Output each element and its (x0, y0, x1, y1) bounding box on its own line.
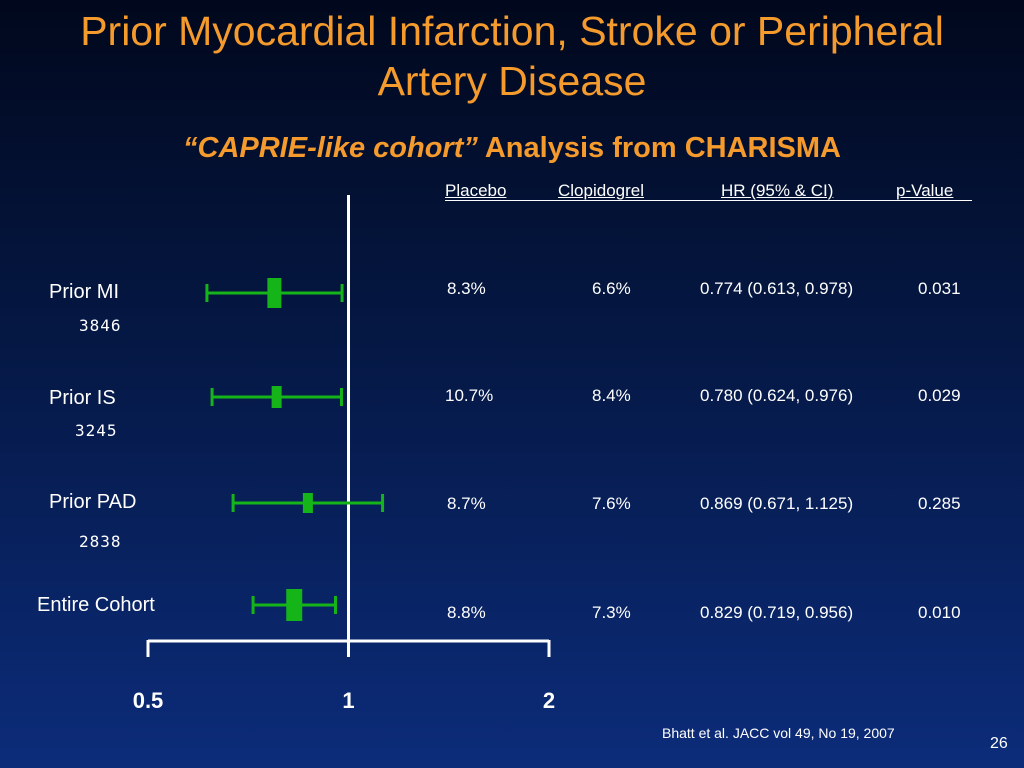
cell-prior-is-p: 0.029 (918, 386, 961, 405)
cell-prior-mi-placebo: 8.3% (447, 279, 486, 298)
hr-marker-entire-cohort (286, 589, 303, 621)
x-tick-label-1: 1 (342, 688, 355, 713)
hr-marker-prior-is (271, 386, 282, 408)
column-header-p-value: p-Value (896, 181, 954, 200)
cell-entire-cohort-placebo: 8.8% (447, 603, 486, 622)
cell-prior-pad-p: 0.285 (918, 494, 961, 513)
title-line-1: Prior Myocardial Infarction, Stroke or P… (80, 8, 944, 54)
cell-prior-is-placebo: 10.7% (445, 386, 494, 405)
page-number: 26 (990, 735, 1008, 752)
column-header-underline (445, 200, 972, 201)
subtitle-italic: “CAPRIE-like cohort” (183, 132, 478, 164)
row-n-prior-pad: 2838 (79, 532, 122, 551)
cell-prior-pad-clopidogrel: 7.6% (592, 494, 631, 513)
cell-entire-cohort-p: 0.010 (918, 603, 961, 622)
row-label-prior-mi: Prior MI (49, 281, 119, 303)
row-label-prior-is: Prior IS (49, 387, 116, 409)
cell-prior-is-clopidogrel: 8.4% (592, 386, 631, 405)
column-header-placebo: Placebo (445, 181, 507, 200)
column-header-clopidogrel: Clopidogrel (558, 181, 644, 200)
row-n-prior-mi: 3846 (79, 316, 122, 335)
row-label-prior-pad: Prior PAD (49, 491, 137, 513)
cell-entire-cohort-clopidogrel: 7.3% (592, 603, 631, 622)
hr-marker-prior-mi (267, 278, 282, 308)
cell-prior-pad-hr: 0.869 (0.671, 1.125) (700, 494, 854, 513)
x-tick-label-2: 2 (542, 688, 556, 713)
hr-marker-prior-pad (302, 493, 313, 513)
citation-footnote: Bhatt et al. JACC vol 49, No 19, 2007 (662, 725, 895, 741)
x-tick-label-0-5: 0.5 (132, 688, 164, 713)
column-header-hr: HR (95% & CI) (721, 181, 834, 200)
slide-subtitle: “CAPRIE-like cohort” Analysis from CHARI… (0, 132, 1024, 165)
cell-entire-cohort-hr: 0.829 (0.719, 0.956) (700, 603, 854, 622)
cell-prior-pad-placebo: 8.7% (447, 494, 486, 513)
row-label-entire-cohort: Entire Cohort (37, 594, 155, 616)
cell-prior-mi-p: 0.031 (918, 279, 961, 298)
cell-prior-mi-clopidogrel: 6.6% (592, 279, 631, 298)
row-n-prior-is: 3245 (75, 421, 118, 440)
slide-title: Prior Myocardial Infarction, Stroke or P… (0, 6, 1024, 106)
subtitle-rest: Analysis from CHARISMA (477, 132, 841, 164)
title-line-2: Artery Disease (377, 58, 647, 104)
cell-prior-mi-hr: 0.774 (0.613, 0.978) (700, 279, 854, 298)
cell-prior-is-hr: 0.780 (0.624, 0.976) (700, 386, 854, 405)
